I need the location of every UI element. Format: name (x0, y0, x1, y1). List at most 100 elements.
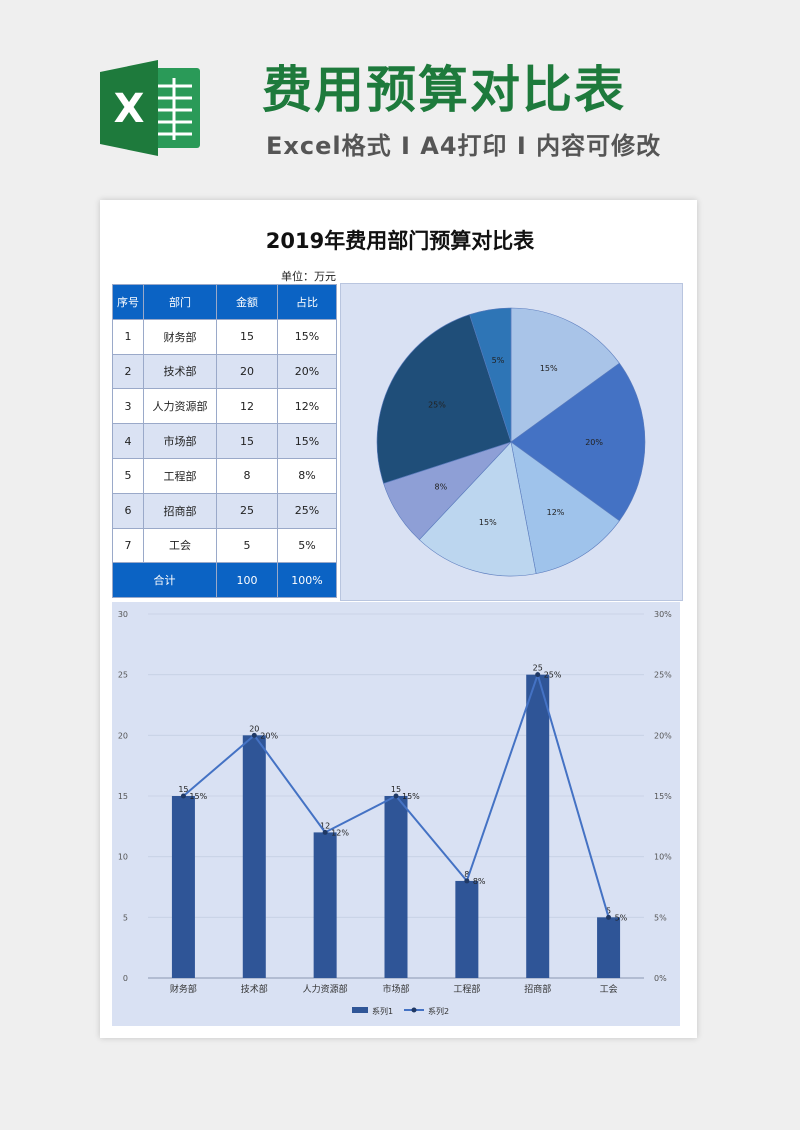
table-total-row: 合计 100 100% (112, 562, 337, 599)
y2-axis-tick-label: 15% (654, 792, 672, 801)
cell-dept: 财务部 (143, 318, 217, 355)
line-data-label: 8% (473, 877, 486, 886)
line-data-label: 12% (331, 828, 349, 837)
line-point (535, 672, 541, 678)
line-point (251, 732, 257, 738)
cell-dept: 工程部 (143, 457, 217, 494)
total-amount: 100 (216, 562, 278, 599)
bar-data-label: 8 (464, 870, 469, 879)
cell-no: 1 (112, 318, 144, 355)
x-axis-tick-label: 技术部 (241, 983, 268, 995)
line-point (393, 793, 399, 799)
y2-axis-tick-label: 20% (654, 731, 672, 740)
combo-chart: 0 5 10 15 20 25 30 0% 5% 10% 15% 20% 25% 30% 15 财务部 20 技术… (112, 602, 680, 1026)
cell-pct: 25% (277, 492, 337, 529)
legend-bar-swatch (352, 1007, 368, 1013)
cell-amount: 12 (216, 388, 278, 425)
table-row: 1 财务部 15 15% (112, 318, 337, 355)
pie-slice (510, 362, 646, 522)
line-data-label: 15% (402, 792, 420, 801)
table-row: 6 招商部 25 25% (112, 492, 337, 529)
line-data-label: 25% (544, 671, 562, 680)
pie-slice (418, 441, 537, 577)
bar (171, 796, 195, 978)
unit-label: 单位：万元 (281, 270, 336, 283)
pie-data-label: 15% (540, 364, 558, 373)
table-row: 2 技术部 20 20% (112, 353, 337, 390)
y-axis-tick-label: 5 (123, 913, 128, 922)
pie-data-label: 12% (547, 508, 565, 517)
cell-amount: 25 (216, 492, 278, 529)
y-axis-tick-label: 15 (118, 792, 128, 801)
cell-amount: 15 (216, 318, 278, 355)
pie-data-label: 8% (435, 483, 448, 492)
bar (242, 735, 266, 978)
cell-dept: 工会 (143, 527, 217, 564)
pie-data-label: 20% (585, 438, 603, 447)
cell-amount: 20 (216, 353, 278, 390)
line-point (606, 914, 612, 920)
x-axis-tick-label: 工程部 (453, 983, 480, 995)
cell-no: 3 (112, 388, 144, 425)
bar-data-label: 15 (178, 785, 188, 794)
line-data-label: 5% (615, 913, 628, 922)
header-cell: 金额 (216, 284, 278, 320)
legend-line-marker (411, 1007, 417, 1013)
cell-no: 7 (112, 527, 144, 564)
cell-no: 4 (112, 423, 144, 459)
cell-dept: 人力资源部 (143, 388, 217, 425)
cell-dept: 招商部 (143, 492, 217, 529)
page-subtitle: Excel格式 Ⅰ A4打印 Ⅰ 内容可修改 (266, 132, 662, 160)
y2-axis-tick-label: 10% (654, 853, 672, 862)
line-point (322, 829, 328, 835)
cell-amount: 5 (216, 527, 278, 564)
header-cell: 占比 (277, 284, 337, 320)
bar (455, 880, 479, 978)
pie-slice (510, 441, 620, 574)
header-cell: 部门 (143, 284, 217, 320)
cell-pct: 15% (277, 318, 337, 355)
table-header-row: 序号 部门 金额 占比 (112, 284, 337, 320)
sheet-title: 2019年费用部门预算对比表 (265, 229, 535, 253)
bar (597, 917, 621, 978)
table-row: 3 人力资源部 12 12% (112, 388, 337, 425)
x-axis-tick-label: 财务部 (170, 983, 197, 995)
y2-axis-tick-label: 5% (654, 913, 667, 922)
bar (526, 674, 550, 978)
pie-slice (376, 314, 512, 484)
bar-data-label: 12 (320, 821, 330, 830)
total-label: 合计 (112, 562, 217, 599)
x-axis-tick-label: 市场部 (382, 983, 409, 995)
table-row: 7 工会 5 5% (112, 527, 337, 564)
y-axis-tick-label: 25 (118, 671, 128, 680)
page-title: 费用预算对比表 (262, 61, 626, 119)
pie-chart-svg: 15% 20% 12% 15% 8% 25% 5% (376, 307, 646, 577)
cell-no: 6 (112, 492, 144, 529)
pie-data-label: 25% (428, 400, 446, 409)
budget-table: 序号 部门 金额 占比 1 财务部 15 15% 2 技术部 20 20% 3 … (112, 284, 337, 599)
cell-pct: 15% (277, 423, 337, 459)
cell-amount: 8 (216, 457, 278, 494)
svg-text:X: X (114, 86, 145, 132)
combo-chart-svg: 0 5 10 15 20 25 30 0% 5% 10% 15% 20% 25% 30% 15 财务部 20 技术… (118, 610, 672, 1016)
line-point (180, 793, 186, 799)
excel-logo-icon: X (100, 60, 200, 156)
bar-data-label: 25 (533, 664, 543, 673)
cell-dept: 市场部 (143, 423, 217, 459)
y-axis-tick-label: 10 (118, 853, 128, 862)
x-axis-tick-label: 工会 (600, 983, 618, 995)
table-row: 4 市场部 15 15% (112, 423, 337, 459)
cell-dept: 技术部 (143, 353, 217, 390)
cell-pct: 8% (277, 457, 337, 494)
bar-data-label: 5 (606, 906, 611, 915)
line-data-label: 20% (260, 731, 278, 740)
pie-slice (469, 307, 512, 443)
bar-data-label: 15 (391, 785, 401, 794)
legend-entry-series2: 系列2 (428, 1006, 449, 1016)
cell-amount: 15 (216, 423, 278, 459)
bar (313, 832, 337, 978)
x-axis-tick-label: 人力资源部 (303, 983, 348, 995)
pie-data-label: 5% (492, 356, 505, 365)
bar-data-label: 20 (249, 724, 259, 733)
line-point (464, 878, 470, 884)
